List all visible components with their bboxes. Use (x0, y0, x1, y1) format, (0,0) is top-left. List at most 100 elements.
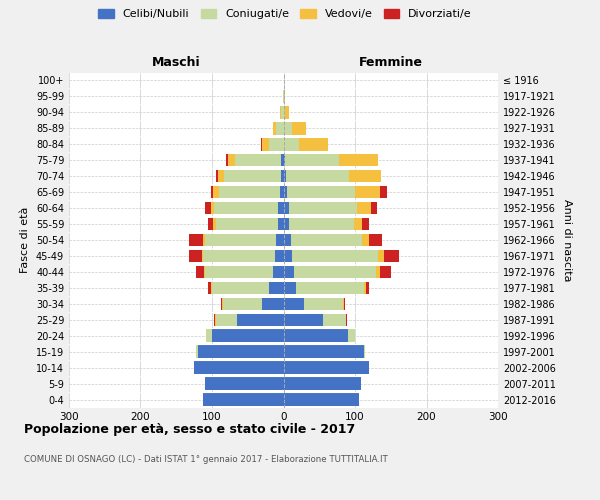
Bar (273, 122, 277, 134)
Bar (364, 282, 366, 294)
Bar (269, 138, 284, 150)
Bar (292, 250, 378, 262)
Bar (371, 202, 377, 214)
Bar (205, 234, 277, 246)
Bar (281, 170, 284, 182)
Bar (284, 186, 287, 198)
Bar (283, 90, 284, 102)
Bar (222, 298, 223, 310)
Bar (284, 138, 299, 150)
Bar (349, 170, 381, 182)
Bar (355, 186, 380, 198)
Bar (237, 314, 284, 326)
Bar (219, 186, 280, 198)
Bar (284, 90, 285, 102)
Bar (284, 298, 304, 310)
Bar (275, 250, 284, 262)
Bar (299, 138, 328, 150)
Bar (346, 314, 347, 326)
Y-axis label: Fasce di età: Fasce di età (20, 207, 30, 273)
Bar (215, 314, 237, 326)
Bar (281, 106, 284, 118)
Bar (223, 298, 262, 310)
Bar (290, 234, 362, 246)
Bar (280, 186, 284, 198)
Bar (212, 282, 269, 294)
Bar (284, 170, 286, 182)
Bar (211, 282, 212, 294)
Bar (343, 298, 344, 310)
Bar (235, 154, 281, 166)
Bar (262, 298, 284, 310)
Bar (221, 298, 222, 310)
Bar (380, 186, 387, 198)
Bar (284, 250, 292, 262)
Bar (196, 346, 198, 358)
Bar (260, 138, 262, 150)
Bar (362, 234, 370, 246)
Bar (208, 218, 214, 230)
Bar (378, 250, 383, 262)
Bar (211, 202, 214, 214)
Bar (284, 106, 285, 118)
Bar (205, 266, 273, 278)
Text: Maschi: Maschi (152, 56, 200, 70)
Bar (284, 218, 289, 230)
Bar (273, 266, 284, 278)
Bar (284, 346, 364, 358)
Text: Popolazione per età, sesso e stato civile - 2017: Popolazione per età, sesso e stato civil… (24, 422, 355, 436)
Bar (338, 154, 378, 166)
Y-axis label: Anni di nascita: Anni di nascita (562, 198, 572, 281)
Bar (284, 378, 361, 390)
Bar (376, 266, 380, 278)
Bar (284, 266, 294, 278)
Bar (278, 218, 284, 230)
Bar (198, 346, 284, 358)
Bar (218, 170, 224, 182)
Bar (206, 330, 212, 342)
Bar (228, 154, 235, 166)
Bar (194, 362, 284, 374)
Bar (353, 218, 362, 230)
Bar (285, 106, 289, 118)
Bar (269, 282, 284, 294)
Bar (294, 266, 376, 278)
Bar (203, 250, 275, 262)
Bar (205, 378, 284, 390)
Bar (364, 346, 365, 358)
Bar (284, 330, 348, 342)
Bar (284, 202, 289, 214)
Bar (289, 218, 353, 230)
Bar (203, 394, 284, 406)
Bar (214, 314, 215, 326)
Bar (214, 202, 278, 214)
Bar (262, 138, 269, 150)
Bar (214, 218, 215, 230)
Bar (284, 234, 290, 246)
Bar (281, 154, 284, 166)
Bar (216, 170, 218, 182)
Bar (205, 202, 211, 214)
Bar (348, 330, 355, 342)
Bar (286, 170, 349, 182)
Bar (357, 202, 371, 214)
Bar (277, 122, 284, 134)
Bar (189, 234, 203, 246)
Bar (344, 298, 345, 310)
Bar (304, 298, 343, 310)
Bar (189, 250, 202, 262)
Legend: Celibi/Nubili, Coniugati/e, Vedovi/e, Divorziati/e: Celibi/Nubili, Coniugati/e, Vedovi/e, Di… (95, 6, 475, 22)
Bar (226, 154, 228, 166)
Bar (202, 250, 203, 262)
Bar (278, 202, 284, 214)
Bar (284, 394, 359, 406)
Bar (284, 122, 292, 134)
Bar (370, 234, 382, 246)
Bar (287, 186, 355, 198)
Bar (383, 250, 400, 262)
Bar (380, 266, 391, 278)
Bar (284, 154, 285, 166)
Text: Femmine: Femmine (359, 56, 423, 70)
Text: COMUNE DI OSNAGO (LC) - Dati ISTAT 1° gennaio 2017 - Elaborazione TUTTITALIA.IT: COMUNE DI OSNAGO (LC) - Dati ISTAT 1° ge… (24, 455, 388, 464)
Bar (212, 330, 284, 342)
